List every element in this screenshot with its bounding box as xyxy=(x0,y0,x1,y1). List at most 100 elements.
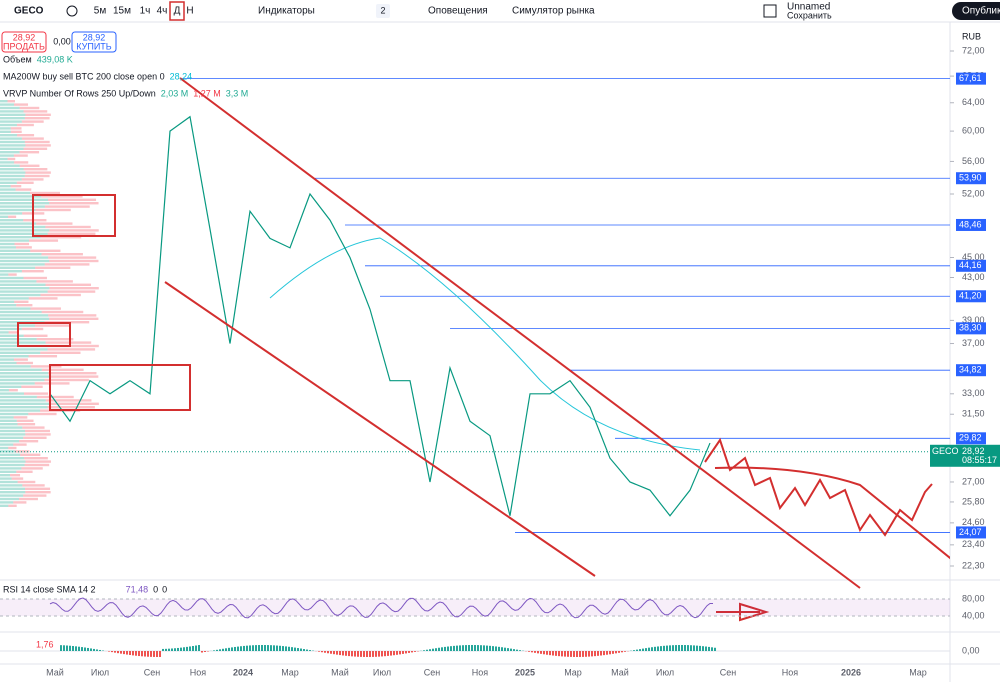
macd-bar xyxy=(243,645,245,651)
sell[interactable]: ПРОДАТЬ xyxy=(3,41,45,51)
interval[interactable]: 5м xyxy=(94,6,107,17)
price-tick-label: 60,00 xyxy=(962,125,985,135)
volume-profile-bar xyxy=(45,225,91,229)
buy[interactable]: КУПИТЬ xyxy=(76,41,111,51)
volume-profile-bar xyxy=(48,256,97,259)
level-label: 67,61 xyxy=(959,73,982,83)
macd-bar xyxy=(597,651,599,656)
publish[interactable]: Опубликовать xyxy=(962,5,1000,17)
macd-bar xyxy=(411,651,413,653)
volume-profile-bar xyxy=(21,467,43,470)
macd-bar xyxy=(570,651,572,657)
sell-button[interactable] xyxy=(1,31,47,53)
volume-profile-bar xyxy=(0,355,29,358)
volume-profile-bar xyxy=(24,463,50,467)
layouts[interactable]: 2 xyxy=(380,5,385,15)
volume-profile-bar xyxy=(0,307,31,310)
symbol[interactable]: GECO xyxy=(14,6,44,17)
macd-bar xyxy=(528,651,530,652)
macd-bar xyxy=(495,646,497,651)
volume-profile-bar xyxy=(0,239,30,242)
rsi-title: RSI 14 close SMA 14 2 xyxy=(3,584,96,594)
alerts[interactable]: Оповещения xyxy=(428,6,488,17)
macd-bar xyxy=(705,646,707,651)
macd-bar xyxy=(309,650,311,651)
layout-name[interactable]: Unnamed xyxy=(787,2,830,13)
add-symbol[interactable] xyxy=(66,5,78,17)
macd-bar xyxy=(291,647,293,651)
macd-bar xyxy=(681,645,683,651)
macd-bar xyxy=(234,646,236,651)
volume-profile-bar xyxy=(0,123,17,127)
macd-bar xyxy=(462,645,464,651)
macd-bar xyxy=(177,647,179,651)
time-label: 2026 xyxy=(841,667,861,677)
volume-profile-bar xyxy=(19,106,40,110)
macd-bar xyxy=(645,648,647,651)
time-label: Ноя xyxy=(472,667,489,677)
buy-price[interactable]: 28,92 xyxy=(83,32,106,42)
volume-profile-bar xyxy=(0,389,9,392)
toolbar xyxy=(0,0,1000,22)
volume-profile-bar xyxy=(25,433,51,436)
macd-bar xyxy=(249,645,251,651)
indicators[interactable]: Индикаторы xyxy=(258,6,315,17)
volume-profile-bar xyxy=(24,429,50,433)
time-label: Июл xyxy=(91,667,109,677)
volume-profile-bar xyxy=(34,324,70,327)
macd-bar xyxy=(399,651,401,655)
interval[interactable]: Д xyxy=(174,6,181,17)
legend-value: 439,08 K xyxy=(37,54,73,64)
buy-button[interactable] xyxy=(71,31,117,53)
volume-profile-bar xyxy=(0,304,17,307)
macd-bar xyxy=(231,647,233,651)
volume-profile-bar xyxy=(0,225,46,229)
checkbox[interactable] xyxy=(763,4,777,18)
price-tick-label: 23,40 xyxy=(962,539,985,549)
volume-profile-bar xyxy=(0,215,9,218)
sell-price[interactable]: 28,92 xyxy=(13,32,36,42)
macd-bar xyxy=(486,645,488,651)
level-badge xyxy=(956,172,986,185)
replay[interactable]: Симулятор рынка xyxy=(512,6,595,17)
volume-profile-bar xyxy=(20,453,41,456)
volume-profile-bar xyxy=(0,151,20,154)
volume-profile-bar xyxy=(22,484,45,487)
macd-bar xyxy=(477,645,479,651)
volume-profile-bar xyxy=(8,273,17,276)
volume-profile-bar xyxy=(0,127,11,130)
interval[interactable]: 1ч xyxy=(140,6,151,17)
volume-profile-bar xyxy=(36,338,74,341)
interval[interactable]: Н xyxy=(186,6,193,17)
volume-profile-bar xyxy=(0,130,11,133)
volume-profile-bar xyxy=(0,443,14,446)
macd-bar xyxy=(402,651,404,654)
volume-profile-bar xyxy=(36,222,73,225)
macd-bar xyxy=(675,645,677,651)
volume-profile-bar xyxy=(0,429,25,433)
macd-bar xyxy=(108,651,110,652)
volume-profile-bar xyxy=(0,480,18,484)
volume-profile-bar xyxy=(17,480,36,484)
macd-bar xyxy=(84,647,86,651)
macd-bar xyxy=(345,651,347,656)
volume-profile-bar xyxy=(0,341,46,344)
volume-profile-bar xyxy=(19,440,39,443)
macd-bar xyxy=(423,650,425,651)
macd-bar xyxy=(621,651,623,653)
time-label: Ноя xyxy=(782,667,799,677)
volume-profile-bar xyxy=(0,293,41,297)
macd-bar xyxy=(114,651,116,653)
macd-bar xyxy=(582,651,584,657)
volume-profile-bar xyxy=(24,174,50,178)
publish-button[interactable] xyxy=(952,2,1000,20)
macd-bar xyxy=(147,651,149,657)
volume-profile-bar xyxy=(44,378,89,382)
macd-bar xyxy=(378,651,380,657)
interval[interactable]: 4ч xyxy=(157,6,168,17)
volume-profile-bar xyxy=(0,283,46,286)
currency: RUB xyxy=(962,31,981,41)
interval[interactable]: 15м xyxy=(113,6,131,17)
macd-bar xyxy=(300,648,302,651)
macd-tick-label: 0,00 xyxy=(962,645,980,655)
